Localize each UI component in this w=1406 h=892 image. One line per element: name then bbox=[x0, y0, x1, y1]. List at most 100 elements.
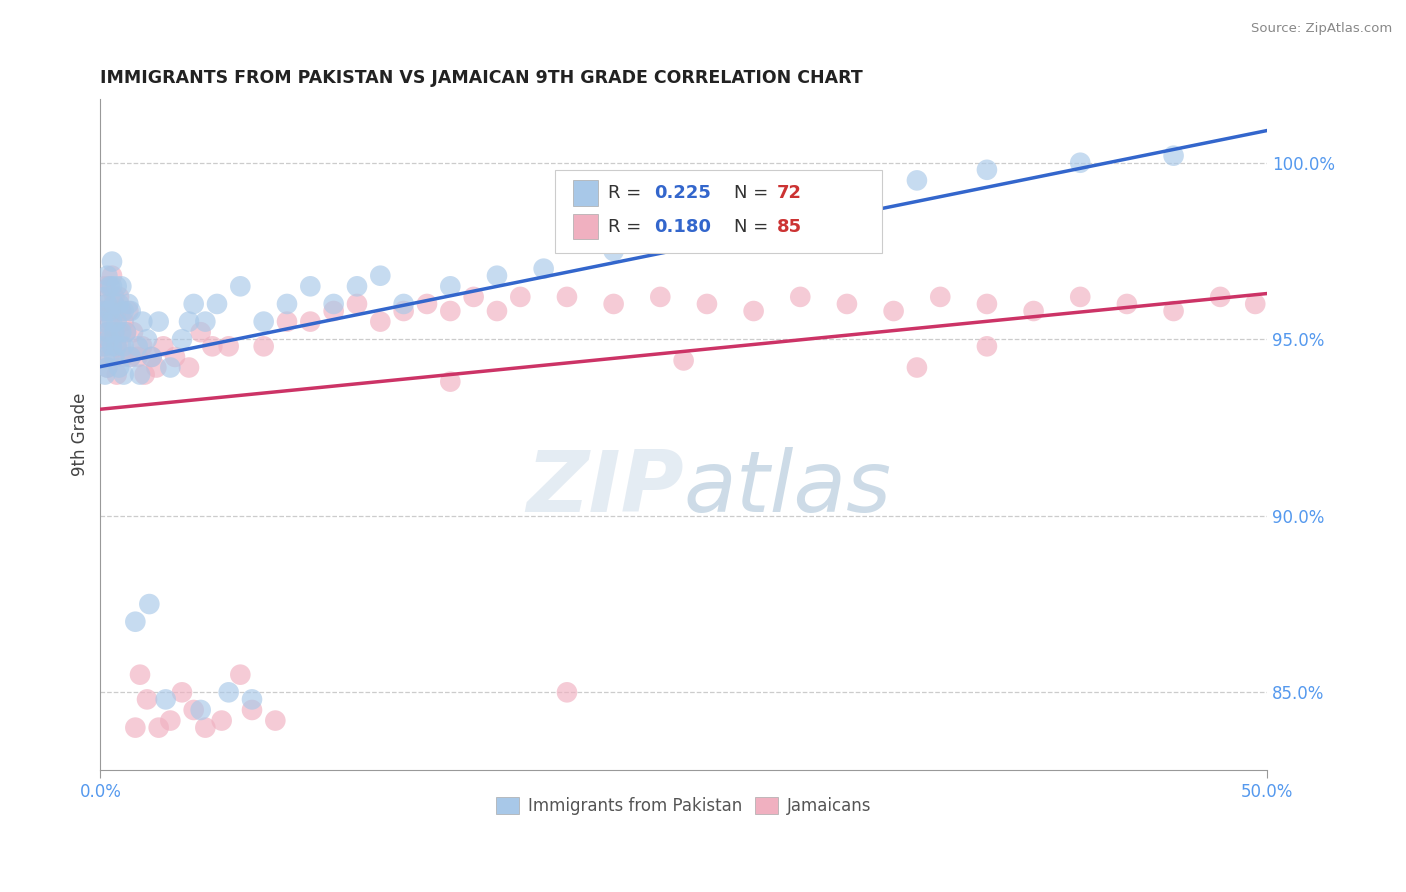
Point bbox=[105, 315, 128, 329]
Point bbox=[276, 297, 298, 311]
Point bbox=[1022, 304, 1045, 318]
Point bbox=[112, 368, 135, 382]
Text: ZIP: ZIP bbox=[526, 447, 683, 530]
Y-axis label: 9th Grade: 9th Grade bbox=[72, 392, 89, 476]
Point bbox=[127, 339, 149, 353]
Point bbox=[229, 667, 252, 681]
Point bbox=[789, 290, 811, 304]
Point bbox=[103, 290, 125, 304]
Point bbox=[112, 315, 135, 329]
Text: Source: ZipAtlas.com: Source: ZipAtlas.com bbox=[1251, 22, 1392, 36]
Point bbox=[105, 368, 128, 382]
Point bbox=[115, 325, 138, 339]
Point bbox=[276, 315, 298, 329]
Text: 72: 72 bbox=[778, 184, 801, 202]
Point bbox=[110, 304, 132, 318]
Text: IMMIGRANTS FROM PAKISTAN VS JAMAICAN 9TH GRADE CORRELATION CHART: IMMIGRANTS FROM PAKISTAN VS JAMAICAN 9TH… bbox=[100, 69, 863, 87]
Point bbox=[117, 297, 139, 311]
Point bbox=[91, 339, 114, 353]
Point bbox=[94, 350, 117, 364]
Point bbox=[170, 332, 193, 346]
Point bbox=[101, 315, 124, 329]
Point bbox=[148, 315, 170, 329]
Point bbox=[555, 290, 578, 304]
Point bbox=[346, 297, 368, 311]
Point bbox=[1069, 155, 1091, 169]
Point bbox=[976, 162, 998, 177]
Point bbox=[650, 290, 672, 304]
Point bbox=[110, 325, 132, 339]
Point bbox=[170, 685, 193, 699]
Text: R =: R = bbox=[607, 184, 647, 202]
Point bbox=[136, 692, 159, 706]
Point bbox=[98, 332, 121, 346]
Point bbox=[322, 304, 344, 318]
Point bbox=[96, 360, 118, 375]
Text: N =: N = bbox=[734, 184, 773, 202]
Point bbox=[94, 304, 117, 318]
Point bbox=[742, 304, 765, 318]
Point bbox=[159, 360, 181, 375]
Point bbox=[163, 350, 186, 364]
Point bbox=[1209, 290, 1232, 304]
Point bbox=[134, 368, 156, 382]
Point bbox=[110, 339, 132, 353]
Point bbox=[159, 714, 181, 728]
Point bbox=[439, 304, 461, 318]
Point bbox=[91, 332, 114, 346]
Point bbox=[105, 339, 128, 353]
Point bbox=[96, 297, 118, 311]
Point bbox=[129, 667, 152, 681]
Point bbox=[229, 279, 252, 293]
Point bbox=[101, 304, 124, 318]
Point bbox=[108, 297, 131, 311]
Point bbox=[145, 360, 167, 375]
Point bbox=[190, 325, 212, 339]
Point bbox=[602, 297, 624, 311]
Text: N =: N = bbox=[734, 218, 773, 235]
Point bbox=[190, 703, 212, 717]
Point bbox=[194, 721, 217, 735]
Point bbox=[127, 350, 149, 364]
Point bbox=[98, 350, 121, 364]
Point bbox=[94, 368, 117, 382]
Point bbox=[346, 279, 368, 293]
Point bbox=[253, 339, 276, 353]
Point bbox=[905, 173, 928, 187]
Point bbox=[509, 290, 531, 304]
Point bbox=[98, 315, 121, 329]
FancyBboxPatch shape bbox=[555, 169, 882, 253]
Point bbox=[485, 268, 508, 283]
Point bbox=[211, 714, 233, 728]
Point bbox=[91, 315, 114, 329]
Point bbox=[299, 315, 322, 329]
Point bbox=[105, 304, 128, 318]
Point bbox=[194, 315, 217, 329]
Point bbox=[905, 360, 928, 375]
Point bbox=[672, 353, 695, 368]
Point bbox=[201, 339, 224, 353]
Point bbox=[120, 350, 142, 364]
Point bbox=[205, 297, 228, 311]
Point bbox=[96, 325, 118, 339]
Point bbox=[152, 339, 174, 353]
Point bbox=[1244, 297, 1267, 311]
Point bbox=[240, 692, 263, 706]
Point bbox=[98, 279, 121, 293]
Point bbox=[485, 304, 508, 318]
Point bbox=[120, 304, 142, 318]
Point bbox=[253, 315, 276, 329]
Point bbox=[218, 339, 240, 353]
Point bbox=[929, 290, 952, 304]
Point bbox=[141, 350, 163, 364]
Point bbox=[112, 304, 135, 318]
Point bbox=[148, 721, 170, 735]
Point bbox=[136, 332, 159, 346]
Point bbox=[218, 685, 240, 699]
Point bbox=[96, 325, 118, 339]
Point bbox=[240, 703, 263, 717]
Point bbox=[299, 279, 322, 293]
Point bbox=[103, 350, 125, 364]
Point bbox=[155, 692, 177, 706]
Point bbox=[439, 375, 461, 389]
